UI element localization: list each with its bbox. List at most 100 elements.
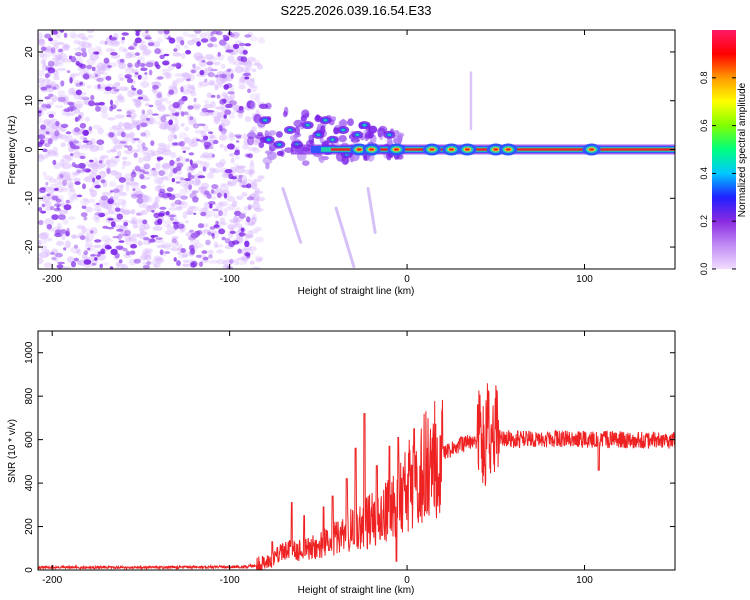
noise-speckle [109, 266, 114, 269]
noise-speckle [60, 123, 69, 128]
noise-blob [169, 242, 179, 248]
noise-blob [55, 54, 64, 59]
noise-blob [253, 62, 261, 67]
noise-blob [218, 202, 224, 206]
noise-speckle [136, 124, 141, 131]
colorbar-tick-label: 0.2 [699, 215, 709, 228]
noise-speckle [233, 43, 240, 50]
noise-speckle [168, 119, 173, 126]
noise-speckle [118, 259, 123, 264]
noise-speckle [187, 236, 196, 241]
noise-speckle [110, 248, 118, 256]
noise-speckle [56, 264, 64, 269]
noise-blob [85, 239, 93, 248]
noise-speckle [175, 62, 180, 68]
snr-frame [37, 330, 676, 571]
noise-speckle [82, 129, 89, 136]
noise-speckle [125, 250, 131, 256]
noise-speckle [86, 64, 93, 70]
noise-speckle [209, 226, 216, 230]
noise-blob [42, 171, 47, 176]
noise-blob [92, 124, 102, 130]
noise-blob [201, 232, 206, 236]
noise-blob [254, 236, 264, 243]
noise-blob [116, 150, 122, 158]
transition-blob [293, 119, 304, 128]
noise-blob [182, 253, 188, 258]
noise-speckle [212, 208, 219, 212]
noise-speckle [139, 173, 145, 180]
noise-speckle [79, 235, 86, 241]
noise-blob [144, 225, 152, 230]
noise-speckle [40, 86, 48, 91]
noise-blob [66, 112, 75, 116]
noise-blob [38, 77, 45, 84]
noise-blob [216, 111, 223, 119]
noise-blob [170, 202, 177, 207]
noise-speckle [203, 142, 211, 145]
noise-blob [71, 234, 77, 240]
noise-speckle [217, 51, 221, 57]
noise-speckle [97, 84, 101, 89]
noise-blob [187, 113, 192, 122]
noise-speckle [140, 122, 148, 128]
snr-x-tick-label: -200 [42, 575, 62, 586]
snr-x-tick-label: 0 [404, 575, 410, 586]
noise-blob [249, 260, 255, 265]
noise-blob [85, 233, 95, 242]
noise-speckle [229, 230, 236, 234]
spectrogram-x-tick-label: 0 [404, 274, 410, 285]
noise-speckle [214, 74, 219, 78]
noise-blob [138, 43, 147, 51]
noise-blob [180, 52, 186, 59]
noise-blob [249, 159, 255, 166]
noise-blob [155, 120, 164, 126]
noise-speckle [189, 159, 193, 166]
noise-blob [106, 159, 111, 166]
noise-speckle [148, 42, 155, 46]
noise-speckle [70, 56, 76, 63]
noise-speckle [211, 154, 215, 158]
noise-speckle [211, 232, 215, 240]
noise-blob [157, 37, 163, 44]
noise-blob [200, 182, 210, 189]
noise-speckle [197, 123, 206, 127]
noise-blob [96, 144, 104, 151]
noise-speckle [41, 103, 48, 108]
noise-blob [72, 151, 82, 159]
transition-blob [347, 118, 354, 126]
noise-blob [229, 88, 235, 92]
noise-speckle [38, 207, 43, 212]
noise-blob [163, 244, 171, 251]
noise-blob [166, 223, 172, 231]
noise-speckle [55, 120, 60, 127]
noise-blob [194, 66, 201, 70]
noise-blob [123, 86, 130, 92]
noise-blob [38, 153, 44, 159]
noise-blob [127, 89, 135, 98]
noise-blob [216, 249, 224, 254]
noise-blob [119, 191, 128, 197]
noise-blob [114, 99, 119, 107]
ridge-spot-core [393, 148, 399, 151]
noise-blob [242, 133, 248, 140]
noise-blob [249, 169, 255, 174]
noise-blob [89, 144, 99, 152]
noise-blob [140, 231, 148, 236]
noise-blob [220, 182, 227, 187]
diagonal-streak [366, 187, 377, 234]
noise-blob [234, 66, 244, 74]
noise-blob [150, 149, 156, 154]
noise-blob [142, 261, 147, 266]
noise-speckle [224, 109, 232, 115]
noise-blob [161, 149, 172, 156]
noise-speckle [78, 162, 86, 169]
noise-speckle [246, 196, 255, 201]
noise-speckle [179, 98, 185, 102]
noise-blob [88, 245, 96, 252]
noise-speckle [44, 96, 51, 100]
noise-speckle [94, 257, 98, 261]
noise-speckle [244, 252, 251, 257]
